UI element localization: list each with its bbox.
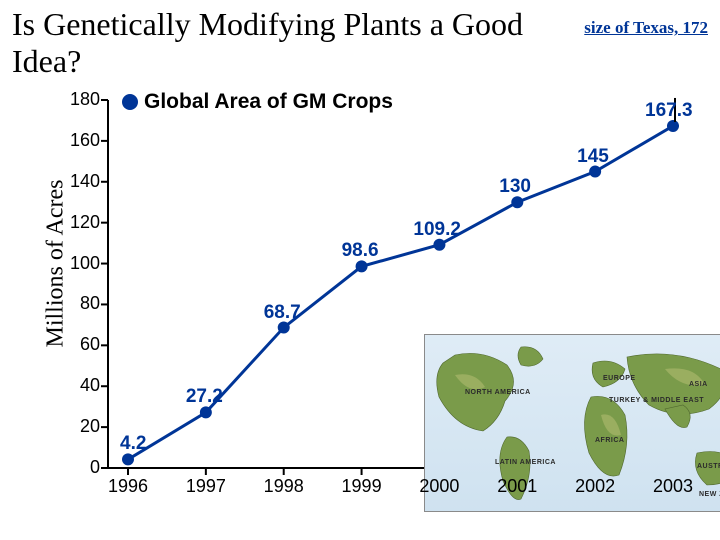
- y-tick-label: 60: [60, 334, 100, 355]
- map-region-label: EUROPE: [603, 375, 636, 382]
- x-tick-label: 1996: [108, 476, 148, 497]
- x-tick-label: 2002: [575, 476, 615, 497]
- y-tick-label: 0: [60, 457, 100, 478]
- y-tick-label: 20: [60, 416, 100, 437]
- data-point-label: 145: [577, 146, 609, 168]
- y-tick-label: 80: [60, 293, 100, 314]
- texas-size-link[interactable]: size of Texas, 172: [584, 18, 708, 38]
- y-tick-label: 100: [60, 253, 100, 274]
- legend-marker-icon: [122, 94, 138, 110]
- data-point-label: 130: [499, 176, 531, 198]
- x-tick-label: 2000: [419, 476, 459, 497]
- legend-label: Global Area of GM Crops: [144, 90, 393, 113]
- map-region-label: NEW ZEALAND: [699, 491, 720, 498]
- x-tick-label: 2003: [653, 476, 693, 497]
- y-tick-label: 160: [60, 130, 100, 151]
- x-tick-label: 1998: [264, 476, 304, 497]
- y-tick-label: 120: [60, 212, 100, 233]
- x-tick-label: 1997: [186, 476, 226, 497]
- map-region-label: ASIA: [689, 381, 708, 388]
- map-region-label: NORTH AMERICA: [465, 389, 531, 396]
- legend: Global Area of GM Crops: [122, 90, 393, 114]
- data-point-label: 167.3: [645, 100, 693, 122]
- map-region-label: AUSTRALIA: [697, 463, 720, 470]
- data-point-label: 68.7: [264, 302, 301, 324]
- map-region-label: AFRICA: [595, 437, 624, 444]
- y-tick-label: 180: [60, 89, 100, 110]
- y-tick-label: 40: [60, 375, 100, 396]
- data-point-label: 4.2: [120, 433, 146, 455]
- page-title: Is Genetically Modifying Plants a Good I…: [12, 6, 552, 80]
- chart-container: Global Area of GM Crops NORTH AMERICA LAT…: [60, 86, 710, 506]
- map-region-label: TURKEY & MIDDLE EAST: [609, 397, 704, 404]
- data-point-label: 98.6: [342, 240, 379, 262]
- data-point-label: 109.2: [413, 219, 461, 241]
- title-area: Is Genetically Modifying Plants a Good I…: [12, 6, 552, 80]
- data-point-label: 27.2: [186, 386, 223, 408]
- x-tick-label: 1999: [342, 476, 382, 497]
- map-region-label: LATIN AMERICA: [495, 459, 556, 466]
- y-tick-label: 140: [60, 171, 100, 192]
- x-tick-label: 2001: [497, 476, 537, 497]
